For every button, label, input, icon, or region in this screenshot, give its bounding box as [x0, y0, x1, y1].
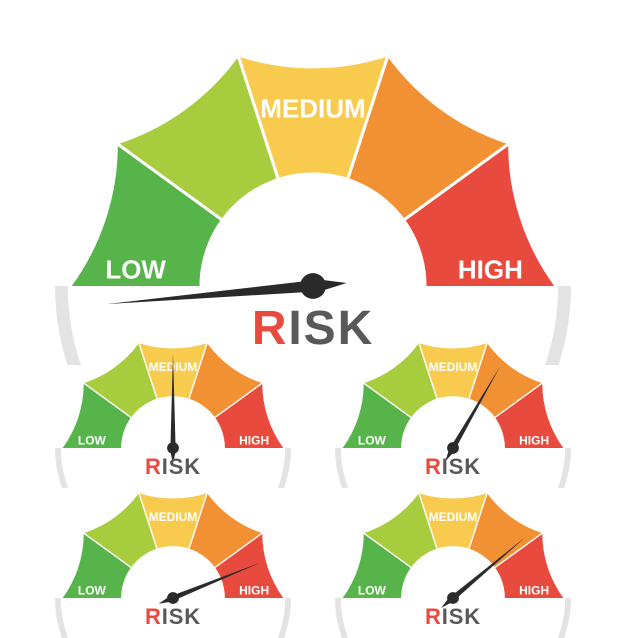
- title-first-letter: R: [425, 454, 442, 479]
- title-first-letter: R: [425, 604, 442, 629]
- label-medium: MEDIUM: [260, 94, 365, 124]
- title-rest: ISK: [162, 454, 201, 479]
- needle-hub: [300, 273, 326, 299]
- title: RISK: [425, 454, 481, 479]
- label-low: LOW: [105, 254, 166, 284]
- gauge-small-4: LOW HIGH MEDIUM RISK: [335, 480, 571, 638]
- label-medium: MEDIUM: [429, 360, 478, 374]
- title: RISK: [145, 604, 201, 629]
- needle-hub: [447, 442, 459, 454]
- label-high: HIGH: [239, 433, 269, 447]
- gauge-small-2: LOW HIGH MEDIUM RISK: [335, 330, 571, 488]
- label-medium: MEDIUM: [149, 510, 198, 524]
- title-rest: ISK: [162, 604, 201, 629]
- canvas: LOWHIGHMEDIUMRISK LOWHIGHMEDIUMRISK LOWH…: [0, 0, 626, 626]
- title-first-letter: R: [145, 454, 162, 479]
- label-medium: MEDIUM: [429, 510, 478, 524]
- gauge-main: LOWHIGHMEDIUMRISK: [55, 28, 571, 365]
- needle-hub: [167, 592, 179, 604]
- label-high: HIGH: [458, 254, 523, 284]
- title: RISK: [425, 604, 481, 629]
- label-high: HIGH: [519, 433, 549, 447]
- needle-hub: [447, 592, 459, 604]
- gauge-small-1: LOWHIGHMEDIUMRISK: [55, 330, 291, 488]
- gauge-small-3: LOW HIGH MEDIUM RISK: [55, 480, 291, 638]
- label-high: HIGH: [239, 583, 269, 597]
- needle-hub: [167, 442, 179, 454]
- label-high: HIGH: [519, 583, 549, 597]
- title-first-letter: R: [145, 604, 162, 629]
- label-low: LOW: [358, 433, 387, 447]
- title-rest: ISK: [442, 604, 481, 629]
- label-low: LOW: [358, 583, 387, 597]
- title: RISK: [145, 454, 201, 479]
- label-low: LOW: [78, 583, 107, 597]
- title-rest: ISK: [442, 454, 481, 479]
- label-low: LOW: [78, 433, 107, 447]
